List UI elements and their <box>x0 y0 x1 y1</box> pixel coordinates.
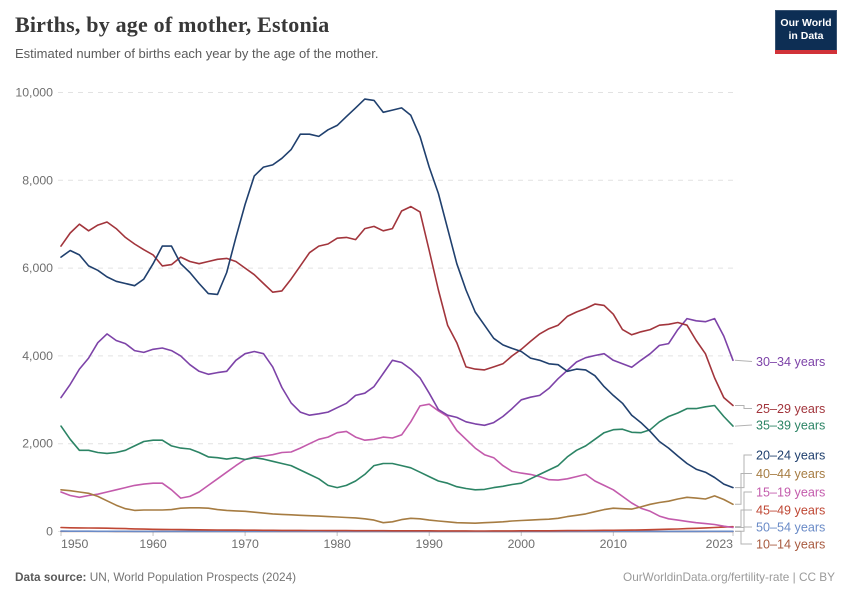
page-title: Births, by age of mother, Estonia <box>15 12 330 37</box>
data-source-label: Data source: <box>15 570 87 584</box>
legend-connector <box>734 424 753 427</box>
legend-connector <box>735 473 752 505</box>
y-axis-tick-label: 10,000 <box>15 86 53 100</box>
y-axis-tick-label: 0 <box>46 525 53 539</box>
owid-logo-line1: Our World <box>780 16 832 29</box>
x-axis-tick-label: 1950 <box>61 537 89 551</box>
x-axis-tick-label: 1970 <box>231 537 259 551</box>
series-line-30–34years[interactable] <box>60 317 734 427</box>
legend-label-10–14years[interactable]: 10–14 years <box>756 538 825 552</box>
x-axis-tick-label: 2023 <box>706 537 734 551</box>
owid-logo-line2: in Data <box>788 30 824 42</box>
chart-subtitle: Estimated number of births each year by … <box>15 46 379 61</box>
legend-connector <box>735 454 752 489</box>
series-line-35–39years[interactable] <box>60 404 734 491</box>
series-line-40–44years[interactable] <box>60 488 734 525</box>
owid-logo-red-bar <box>775 50 837 54</box>
data-source-note: Data source: UN, World Population Prospe… <box>15 570 296 584</box>
legend-connector <box>735 405 752 409</box>
legend-label-30–34years[interactable]: 30–34 years <box>756 355 825 369</box>
y-axis-tick-label: 6,000 <box>22 261 53 275</box>
legend-label-35–39years[interactable]: 35–39 years <box>756 419 825 433</box>
x-axis-tick-label: 2010 <box>600 537 628 551</box>
series-line-20–24years[interactable] <box>60 98 734 489</box>
legend-connector <box>734 359 753 362</box>
x-axis-tick-label: 1980 <box>323 537 351 551</box>
legend-label-20–24years[interactable]: 20–24 years <box>756 449 825 463</box>
y-axis-tick-label: 8,000 <box>22 173 53 187</box>
legend-label-45–49years[interactable]: 45–49 years <box>756 504 825 518</box>
legend-label-40–44years[interactable]: 40–44 years <box>756 467 825 481</box>
legend-label-50–54years[interactable]: 50–54 years <box>756 521 825 535</box>
owid-logo[interactable]: Our World in Data <box>775 10 837 54</box>
x-axis-tick-label: 1960 <box>139 537 167 551</box>
series-line-15–19years[interactable] <box>60 403 734 529</box>
credit-link[interactable]: OurWorldinData.org/fertility-rate | CC B… <box>623 570 835 584</box>
data-source-value: UN, World Population Prospects (2024) <box>89 570 297 584</box>
series-line-45–49years[interactable] <box>60 525 734 532</box>
series-line-25–29years[interactable] <box>60 205 734 407</box>
legend-label-25–29years[interactable]: 25–29 years <box>756 402 825 416</box>
y-axis-tick-label: 4,000 <box>22 349 53 363</box>
x-axis-tick-label: 2000 <box>508 537 536 551</box>
y-axis-tick-label: 2,000 <box>22 437 53 451</box>
legend-connector <box>735 530 752 545</box>
x-axis-tick-label: 1990 <box>416 537 444 551</box>
legend-label-15–19years[interactable]: 15–19 years <box>756 486 825 500</box>
legend-connector <box>735 509 752 528</box>
